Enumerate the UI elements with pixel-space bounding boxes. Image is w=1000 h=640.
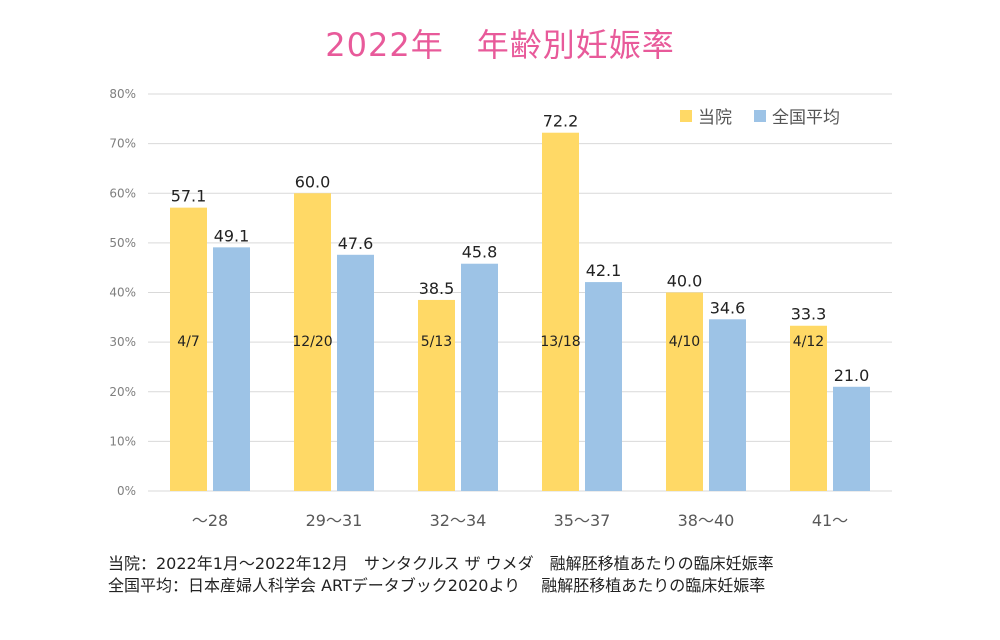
inner-count-label: 13/18 (540, 334, 580, 350)
bar-national (213, 247, 250, 491)
data-label-hospital: 57.1 (171, 187, 207, 206)
y-tick-label: 50% (109, 236, 136, 250)
inner-count-label: 4/10 (669, 334, 700, 350)
legend-label-hospital: 当院 (698, 108, 732, 128)
data-label-national: 34.6 (710, 298, 746, 317)
data-label-national: 42.1 (586, 261, 622, 280)
legend-swatch-hospital (680, 109, 692, 122)
bar-hospital (666, 292, 703, 491)
legend-item-hospital: 当院 (680, 103, 732, 128)
bar-hospital (170, 207, 207, 492)
y-tick-label: 30% (109, 335, 136, 349)
y-tick-label: 60% (109, 186, 136, 200)
bar-hospital (294, 193, 331, 491)
y-tick-label: 20% (109, 385, 136, 399)
legend: 当院 全国平均 (680, 103, 840, 128)
data-label-hospital: 60.0 (295, 172, 331, 191)
bar-national (709, 319, 746, 491)
bar-national (337, 254, 374, 491)
inner-count-label: 5/13 (421, 334, 452, 350)
bar-national (585, 282, 622, 491)
inner-count-label: 4/12 (793, 334, 824, 350)
y-tick-label: 80% (109, 87, 136, 101)
y-tick-label: 40% (109, 286, 136, 300)
x-tick-label: 41～ (812, 511, 848, 530)
bar-hospital (418, 299, 455, 491)
bar-hospital (542, 132, 579, 491)
y-tick-label: 70% (109, 137, 136, 151)
data-label-hospital: 33.3 (791, 305, 827, 324)
legend-item-national: 全国平均 (754, 103, 840, 128)
x-tick-label: 38～40 (678, 511, 735, 530)
data-label-national: 49.1 (214, 226, 250, 245)
y-tick-label: 0% (117, 484, 136, 498)
y-tick-label: 10% (109, 434, 136, 448)
inner-count-label: 4/7 (177, 334, 200, 350)
legend-label-national: 全国平均 (772, 108, 840, 128)
footnote-hospital: 当院：2022年1月～2022年12月 サンタクルス ザ ウメダ 融解胚移植あた… (108, 554, 774, 573)
x-tick-label: 35～37 (554, 511, 611, 530)
data-label-national: 45.8 (462, 243, 498, 262)
legend-swatch-national (754, 109, 766, 122)
data-label-national: 21.0 (834, 366, 870, 385)
x-tick-label: 29～31 (306, 511, 363, 530)
bar-national (461, 263, 498, 491)
bar-national (833, 386, 870, 491)
x-tick-label: ～28 (192, 511, 228, 530)
data-label-hospital: 40.0 (667, 272, 703, 291)
footnote-national: 全国平均：日本産婦人科学会 ARTデータブック2020より 融解胚移植あたりの臨… (108, 576, 766, 595)
footnotes: 当院：2022年1月～2022年12月 サンタクルス ザ ウメダ 融解胚移植あた… (108, 553, 774, 597)
bar-hospital (790, 325, 827, 491)
inner-count-label: 12/20 (292, 334, 332, 350)
chart-title: 2022年 年齢別妊娠率 (325, 26, 675, 64)
x-tick-label: 32～34 (430, 511, 487, 530)
data-label-national: 47.6 (338, 234, 374, 253)
data-label-hospital: 72.2 (543, 112, 579, 131)
data-label-hospital: 38.5 (419, 279, 455, 298)
